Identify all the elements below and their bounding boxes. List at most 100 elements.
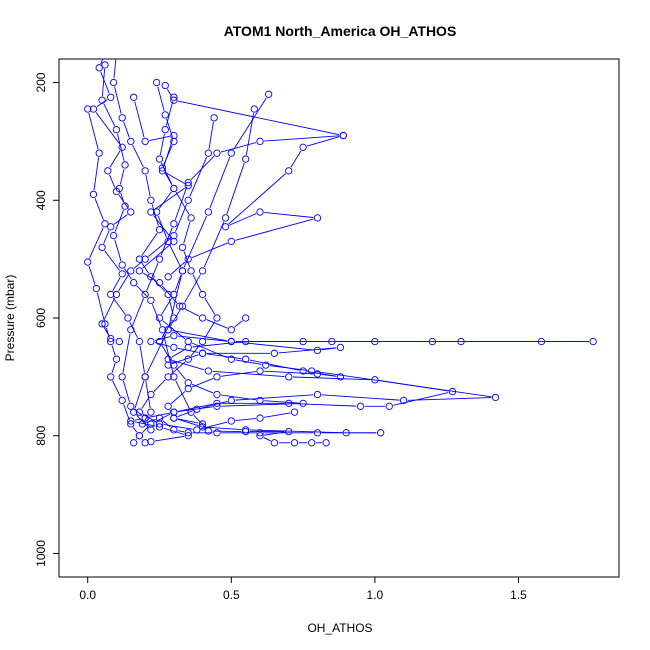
series-segment <box>226 162 245 215</box>
data-point <box>221 214 230 222</box>
data-point <box>210 114 218 122</box>
data-point <box>109 78 118 87</box>
data-point <box>109 231 118 240</box>
series-segment <box>101 69 106 97</box>
data-point <box>170 373 178 381</box>
data-point <box>187 267 195 275</box>
data-point <box>127 420 135 428</box>
series-segment <box>183 307 200 317</box>
data-point <box>147 337 155 346</box>
data-point <box>313 390 322 399</box>
data-point <box>242 426 250 434</box>
series-segment <box>162 333 174 373</box>
series-segment <box>184 274 201 303</box>
data-point <box>155 279 164 287</box>
data-point <box>170 131 178 140</box>
series-segment <box>118 274 129 292</box>
data-point <box>457 337 465 346</box>
series-segment <box>154 342 170 347</box>
series-5 <box>164 105 345 369</box>
series-segment <box>315 371 492 398</box>
series-segment <box>264 431 285 436</box>
series-segment <box>208 121 214 150</box>
data-point <box>313 214 322 222</box>
data-point <box>213 429 221 437</box>
series-segment <box>204 297 216 315</box>
data-point <box>198 267 207 275</box>
series-segment <box>171 349 185 358</box>
series-segment <box>307 136 340 147</box>
data-point <box>193 426 201 434</box>
series-segment <box>204 321 216 339</box>
series-segment <box>159 133 165 156</box>
data-point <box>264 90 273 98</box>
data-point <box>147 420 155 428</box>
series-segment <box>89 227 104 259</box>
series-segment <box>189 156 208 197</box>
data-point <box>491 393 500 402</box>
data-point <box>147 390 155 399</box>
data-point <box>184 379 192 387</box>
series-7 <box>130 93 250 334</box>
data-point <box>152 208 161 216</box>
data-point <box>84 258 92 266</box>
data-point <box>127 267 135 275</box>
data-point <box>170 343 178 352</box>
series-segment <box>161 285 178 304</box>
series-segment <box>114 239 122 262</box>
series-segment <box>183 221 191 244</box>
data-point <box>256 137 264 146</box>
series-segment <box>221 403 299 407</box>
series-8 <box>98 114 218 346</box>
y-tick-label: 1000 <box>34 540 48 567</box>
series-segment <box>264 412 291 418</box>
series-segment <box>245 113 255 156</box>
x-tick-label: 0.5 <box>223 588 240 602</box>
data-point <box>213 390 221 399</box>
data-point <box>112 355 121 363</box>
data-point <box>141 167 149 175</box>
series-11 <box>135 93 299 434</box>
data-point <box>170 93 178 101</box>
series-segment <box>122 380 131 403</box>
data-point <box>118 261 126 269</box>
data-point <box>164 273 172 281</box>
series-segment <box>161 297 173 315</box>
data-point <box>170 414 178 422</box>
data-point <box>112 125 121 134</box>
data-point <box>121 161 129 169</box>
series-segment <box>154 435 185 442</box>
series-segment <box>278 347 337 354</box>
data-point <box>130 93 138 101</box>
data-point <box>242 337 250 346</box>
data-point <box>118 114 126 122</box>
data-point <box>328 337 336 346</box>
series-9 <box>118 81 347 422</box>
data-point <box>170 332 178 340</box>
series-segment <box>109 174 116 188</box>
data-point <box>187 214 195 222</box>
series-segment <box>136 414 149 428</box>
series-segment <box>235 394 314 401</box>
series-segment <box>122 333 131 373</box>
series-segment <box>190 155 215 180</box>
series-segment <box>93 157 100 191</box>
data-point <box>155 420 164 428</box>
data-point <box>322 439 330 447</box>
data-point <box>98 320 106 328</box>
data-point <box>356 402 365 410</box>
series-segment <box>200 421 228 430</box>
series-segment <box>146 333 167 374</box>
data-point <box>308 367 316 375</box>
data-point <box>428 337 436 346</box>
series-segment <box>177 418 199 427</box>
data-point <box>198 337 207 346</box>
data-point <box>198 314 207 322</box>
data-point <box>164 326 172 334</box>
data-point <box>198 423 207 431</box>
series-segment <box>88 112 99 150</box>
series-segment <box>134 101 145 138</box>
y-tick-label: 800 <box>34 425 48 445</box>
data-point <box>164 402 172 410</box>
